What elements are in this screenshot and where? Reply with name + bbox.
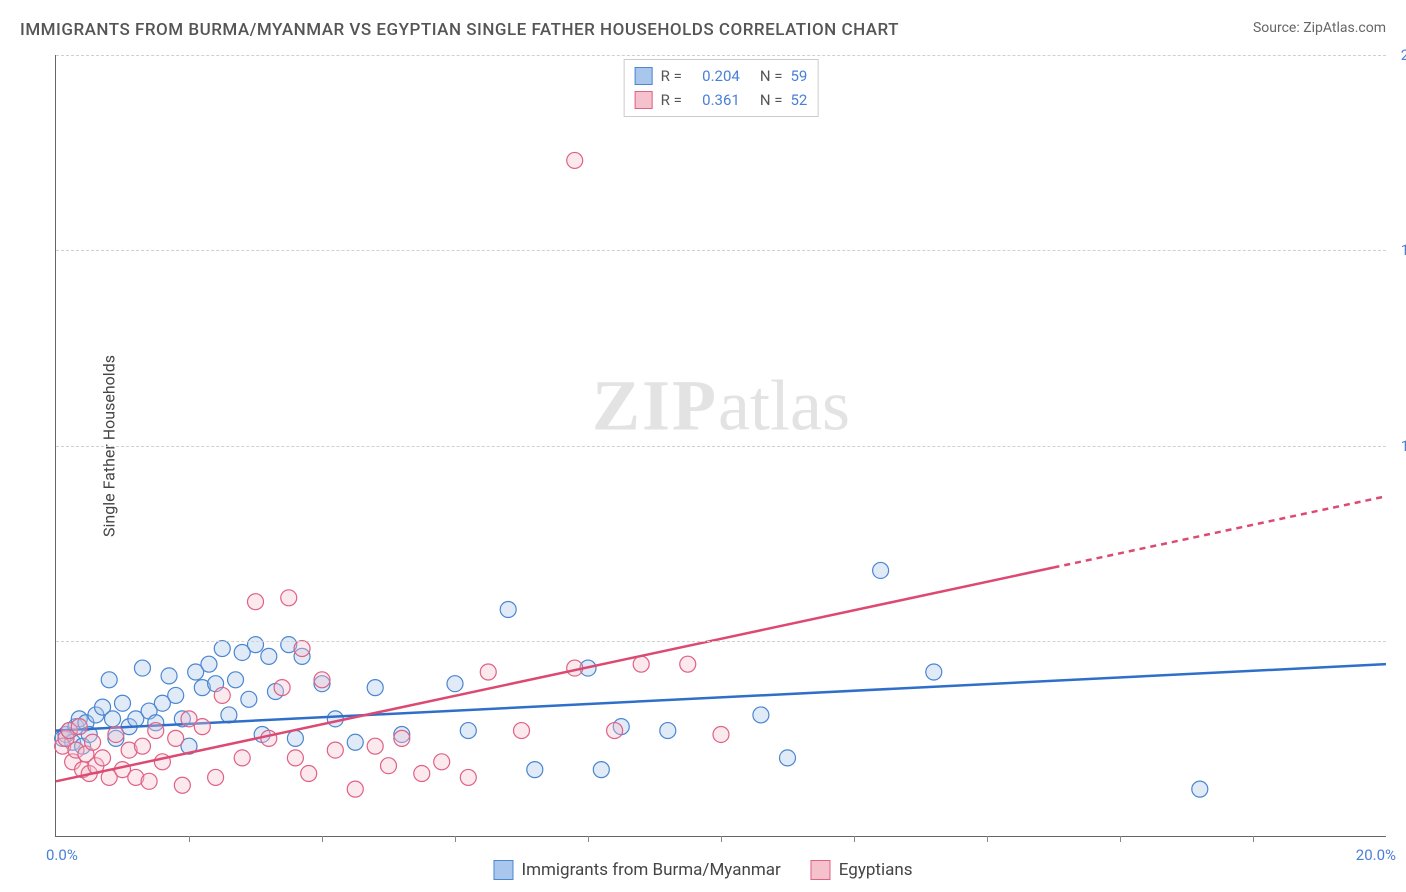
data-point-egyptians [347, 781, 363, 797]
data-point-burma [115, 695, 131, 711]
data-point-egyptians [480, 664, 496, 680]
x-tick-mark [721, 836, 722, 842]
data-point-burma [134, 660, 150, 676]
data-point-egyptians [607, 723, 623, 739]
data-point-burma [1192, 781, 1208, 797]
x-tick-mark [189, 836, 190, 842]
data-point-egyptians [148, 723, 164, 739]
data-point-burma [327, 711, 343, 727]
data-point-burma [460, 723, 476, 739]
y-tick-label: 20.0% [1391, 46, 1406, 64]
data-point-burma [593, 762, 609, 778]
gridline-h [56, 446, 1386, 447]
chart-title: IMMIGRANTS FROM BURMA/MYANMAR VS EGYPTIA… [20, 20, 899, 40]
data-point-burma [873, 562, 889, 578]
y-tick-label: 15.0% [1391, 241, 1406, 259]
data-point-egyptians [314, 672, 330, 688]
source-attribution: Source: ZipAtlas.com [1253, 20, 1386, 36]
x-tick-mark [455, 836, 456, 842]
y-tick-label: 10.0% [1391, 437, 1406, 455]
data-point-egyptians [274, 680, 290, 696]
data-point-egyptians [108, 726, 124, 742]
legend-item-egyptians: Egyptians [811, 860, 913, 880]
source-label: Source: [1253, 20, 1303, 36]
data-point-egyptians [514, 723, 530, 739]
series-legend: Immigrants from Burma/Myanmar Egyptians [493, 860, 912, 880]
trend-line-egyptians-extrapolated [1054, 496, 1387, 567]
data-point-egyptians [633, 656, 649, 672]
egyptians-swatch-icon [811, 860, 831, 880]
data-point-egyptians [194, 719, 210, 735]
data-point-burma [241, 691, 257, 707]
data-point-burma [500, 602, 516, 618]
gridline-h [56, 250, 1386, 251]
data-point-burma [287, 730, 303, 746]
data-point-egyptians [381, 758, 397, 774]
data-point-burma [780, 750, 796, 766]
data-point-burma [214, 641, 230, 657]
data-point-burma [161, 668, 177, 684]
data-point-burma [201, 656, 217, 672]
x-tick-max: 20.0% [1356, 846, 1396, 864]
data-point-egyptians [327, 742, 343, 758]
x-tick-mark [588, 836, 589, 842]
data-point-egyptians [414, 766, 430, 782]
x-tick-mark [1253, 836, 1254, 842]
x-tick-min: 0.0% [46, 846, 78, 864]
data-point-burma [447, 676, 463, 692]
data-point-egyptians [261, 730, 277, 746]
data-point-egyptians [214, 687, 230, 703]
data-point-egyptians [460, 769, 476, 785]
data-point-burma [101, 672, 117, 688]
data-point-egyptians [567, 152, 583, 168]
data-point-egyptians [208, 769, 224, 785]
x-tick-mark [1120, 836, 1121, 842]
burma-label: Immigrants from Burma/Myanmar [521, 860, 780, 880]
data-point-burma [228, 672, 244, 688]
data-point-burma [660, 723, 676, 739]
x-tick-mark [854, 836, 855, 842]
data-point-egyptians [394, 730, 410, 746]
x-tick-mark [322, 836, 323, 842]
data-point-egyptians [141, 773, 157, 789]
data-point-burma [105, 711, 121, 727]
data-point-egyptians [301, 766, 317, 782]
data-point-egyptians [680, 656, 696, 672]
data-point-egyptians [281, 590, 297, 606]
data-point-burma [527, 762, 543, 778]
data-point-burma [926, 664, 942, 680]
data-point-egyptians [95, 750, 111, 766]
gridline-h [56, 55, 1386, 56]
gridline-h [56, 641, 1386, 642]
data-point-burma [753, 707, 769, 723]
legend-item-burma: Immigrants from Burma/Myanmar [493, 860, 780, 880]
data-point-egyptians [367, 738, 383, 754]
data-point-egyptians [85, 734, 101, 750]
trend-line-egyptians [56, 568, 1054, 782]
y-tick-label: 5.0% [1391, 632, 1406, 650]
data-point-egyptians [434, 754, 450, 770]
data-point-egyptians [71, 719, 87, 735]
data-point-egyptians [713, 726, 729, 742]
data-point-burma [168, 687, 184, 703]
data-point-egyptians [168, 730, 184, 746]
data-point-burma [347, 734, 363, 750]
data-point-burma [261, 648, 277, 664]
data-point-egyptians [248, 594, 264, 610]
data-point-egyptians [287, 750, 303, 766]
egyptians-label: Egyptians [839, 860, 913, 880]
data-point-burma [248, 637, 264, 653]
data-point-egyptians [134, 738, 150, 754]
plot-area: ZIPatlas R = 0.204 N = 59 R = 0.361 N = … [55, 55, 1386, 837]
data-point-burma [367, 680, 383, 696]
burma-swatch-icon [493, 860, 513, 880]
source-name: ZipAtlas.com [1303, 20, 1386, 36]
data-point-egyptians [234, 750, 250, 766]
x-tick-mark [987, 836, 988, 842]
data-point-egyptians [294, 641, 310, 657]
data-point-egyptians [174, 777, 190, 793]
